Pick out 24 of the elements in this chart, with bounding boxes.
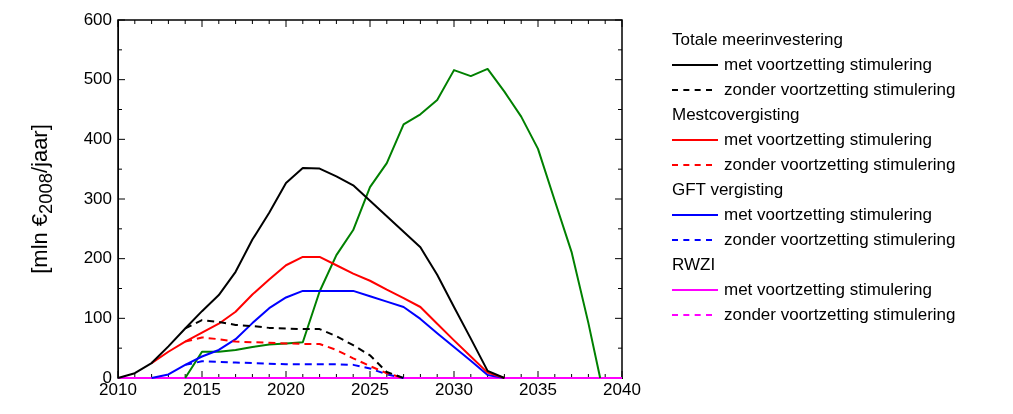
text: Mestcovergisting [672, 104, 801, 126]
legend-label: zonder voortzetting stimulering [724, 154, 956, 176]
legend-label: met voortzetting stimulering [724, 279, 932, 301]
legend-label: zonder voortzetting stimulering [724, 79, 956, 101]
y-tick-label: 100 [83, 308, 112, 328]
legend-label: met voortzetting stimulering [724, 204, 932, 226]
legend-label: met voortzetting stimulering [724, 54, 932, 76]
legend-label: zonder voortzetting stimulering [724, 229, 956, 251]
y-tick-label: 600 [83, 9, 112, 29]
text: RWZI [672, 254, 717, 276]
x-tick-label: 2015 [183, 379, 221, 399]
y-tick-label: 300 [83, 188, 112, 208]
x-tick-label: 2035 [519, 379, 557, 399]
text: Totale meerinvestering [672, 29, 845, 51]
legend-label: met voortzetting stimulering [724, 129, 932, 151]
legend-label: zonder voortzetting stimulering [724, 304, 956, 326]
x-tick-label: 2025 [351, 379, 389, 399]
x-tick-label: 2030 [435, 379, 473, 399]
y-tick-label: 400 [83, 129, 112, 149]
y-tick-label: 500 [83, 69, 112, 89]
x-tick-label: 2020 [267, 379, 305, 399]
text: GFT vergisting [672, 179, 785, 201]
x-tick-label: 2040 [603, 379, 641, 399]
y-tick-label: 200 [83, 248, 112, 268]
